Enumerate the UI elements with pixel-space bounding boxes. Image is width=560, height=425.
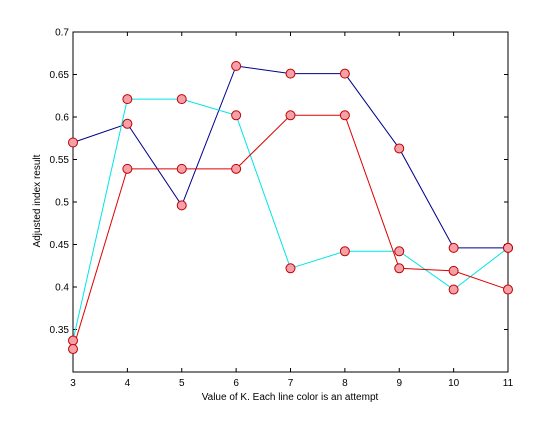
plot-area-border xyxy=(72,31,509,373)
series-0-point xyxy=(122,118,133,129)
x-tick-label: 3 xyxy=(70,378,76,389)
series-1-point xyxy=(176,94,187,105)
y-axis-ticks: 0.35 0.4 0.45 0.5 0.55 0.6 0.65 0.7 xyxy=(50,28,508,336)
series-2-point xyxy=(394,263,405,274)
y-tick-label: 0.55 xyxy=(50,155,70,166)
series-markers xyxy=(68,61,513,355)
series-lines xyxy=(72,65,509,350)
y-tick-label: 0.45 xyxy=(50,240,70,251)
series-1-point xyxy=(231,110,242,121)
y-tick-label: 0.6 xyxy=(55,113,69,124)
series-0-point xyxy=(176,200,187,211)
x-tick-label: 6 xyxy=(233,378,239,389)
series-1-point xyxy=(448,284,459,295)
series-2-point xyxy=(122,163,133,174)
x-tick-label: 10 xyxy=(448,378,460,389)
y-axis-label: Adjusted index result xyxy=(32,154,43,247)
series-1-point xyxy=(285,263,296,274)
x-tick-label: 7 xyxy=(288,378,294,389)
x-tick-label: 11 xyxy=(503,378,514,389)
series-line-2 xyxy=(72,114,509,350)
x-axis-ticks: 3 4 5 6 7 8 9 10 11 xyxy=(70,32,514,389)
y-tick-label: 0.65 xyxy=(50,70,70,81)
series-0-point xyxy=(448,242,459,253)
series-1-point xyxy=(394,246,405,257)
series-2-point xyxy=(68,344,78,355)
x-tick-label: 5 xyxy=(179,378,185,389)
series-0-point xyxy=(231,61,242,71)
y-tick-label: 0.7 xyxy=(55,28,69,39)
x-tick-label: 9 xyxy=(396,378,402,389)
series-1-point xyxy=(122,94,133,105)
series-2-point xyxy=(285,110,296,121)
y-tick-label: 0.5 xyxy=(55,198,69,209)
x-axis-label: Value of K. Each line color is an attemp… xyxy=(202,392,379,403)
series-2-point xyxy=(176,163,187,174)
y-tick-label: 0.4 xyxy=(55,283,69,294)
series-2-point xyxy=(231,163,242,174)
series-2-point xyxy=(503,284,513,295)
series-1-point xyxy=(339,246,350,257)
series-0-point xyxy=(285,68,296,79)
plot-frame xyxy=(72,31,509,373)
x-tick-label: 8 xyxy=(342,378,348,389)
series-0-point xyxy=(339,68,350,79)
series-line-0 xyxy=(72,65,508,249)
series-2-point xyxy=(339,110,350,121)
y-tick-label: 0.35 xyxy=(50,325,70,336)
series-2-point xyxy=(448,265,459,276)
x-tick-label: 4 xyxy=(125,378,131,389)
series-0-point xyxy=(394,143,405,154)
series-1-point xyxy=(503,242,513,253)
series-line-1 xyxy=(72,98,509,341)
series-1-point xyxy=(68,335,78,346)
series-0-point xyxy=(68,137,78,148)
